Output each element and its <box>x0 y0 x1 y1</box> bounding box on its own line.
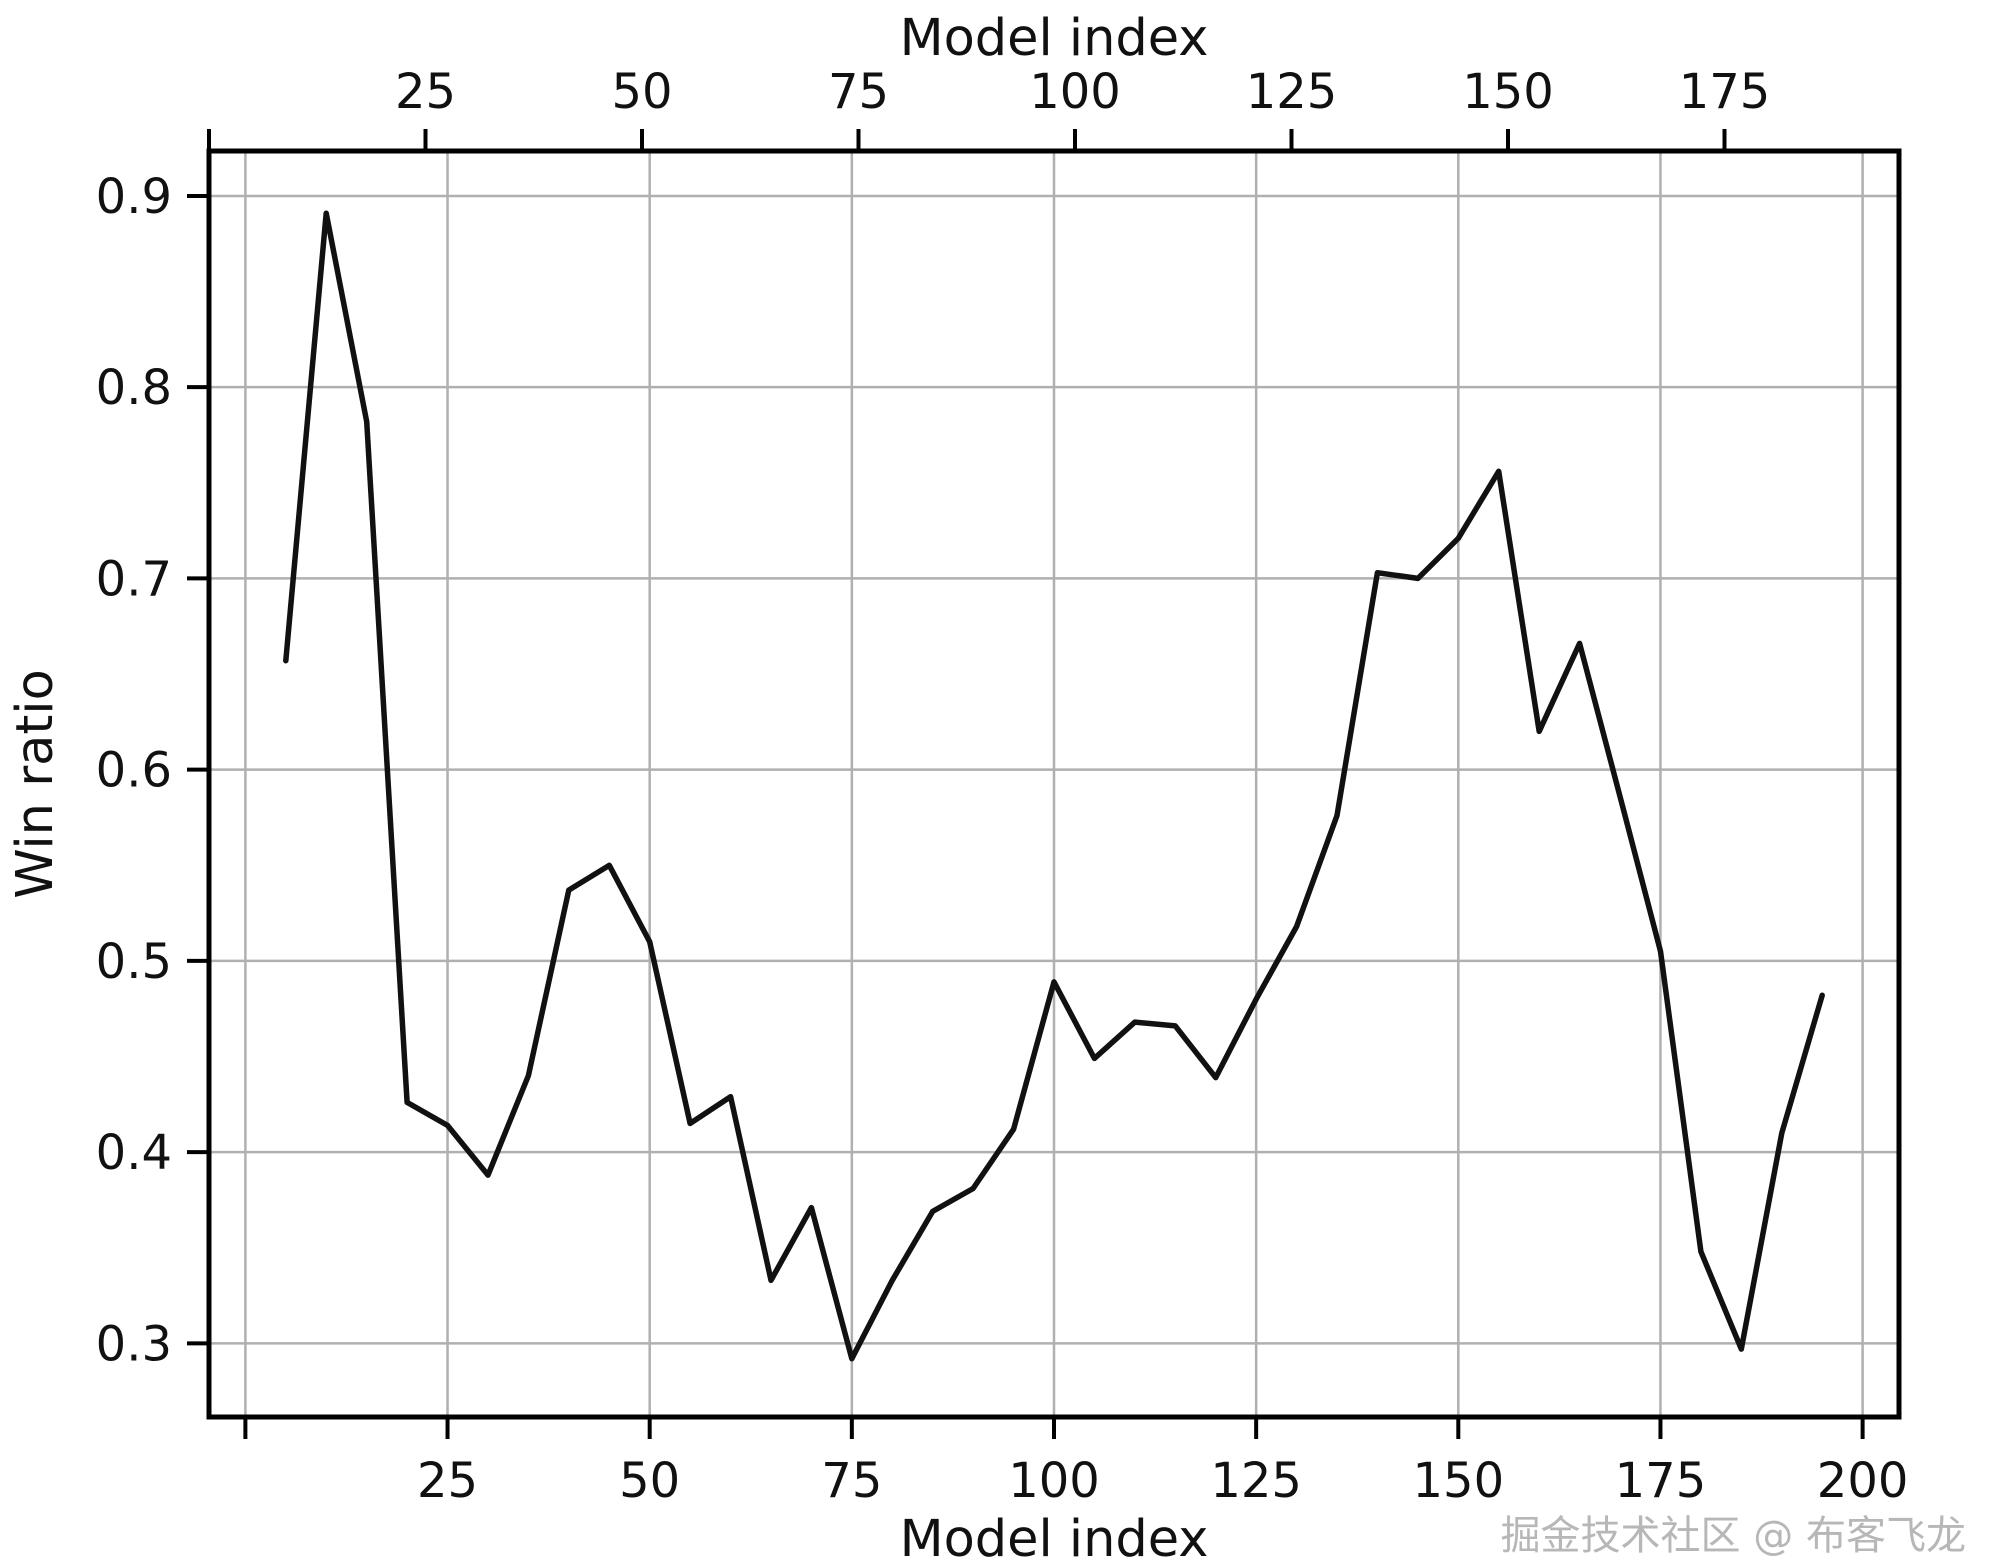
x-tick-label: 150 <box>1412 1453 1504 1509</box>
top-axis-label: Model index <box>900 9 1209 68</box>
x-top-tick-label: 75 <box>828 64 889 120</box>
x-tick-label: 175 <box>1615 1453 1707 1509</box>
y-tick-label: 0.9 <box>96 169 172 225</box>
x-top-tick-label: 25 <box>395 64 456 120</box>
x-top-tick-label: 125 <box>1246 64 1338 120</box>
y-tick-label: 0.5 <box>96 934 172 990</box>
bottom-axis-label: Model index <box>900 1510 1209 1568</box>
axis-ticks <box>187 129 1865 1439</box>
x-tick-label: 25 <box>417 1453 478 1509</box>
watermark: 掘金技术社区 @ 布客飞龙 <box>1501 1513 1966 1559</box>
y-tick-label: 0.6 <box>96 743 172 799</box>
x-top-tick-label: 50 <box>611 64 672 120</box>
y-tick-label: 0.4 <box>96 1125 172 1181</box>
y-axis-label: Win ratio <box>6 669 65 899</box>
x-top-tick-label: 175 <box>1679 64 1771 120</box>
y-tick-label: 0.8 <box>96 360 172 416</box>
x-tick-label: 50 <box>619 1453 680 1509</box>
win-ratio-line <box>283 210 1825 1362</box>
y-tick-label: 0.7 <box>96 551 172 607</box>
y-tick-label: 0.3 <box>96 1316 172 1372</box>
x-top-tick-label: 150 <box>1462 64 1554 120</box>
gridlines <box>209 151 1899 1417</box>
x-tick-label: 200 <box>1817 1453 1909 1509</box>
axis-tick-labels: 25 50 75 100 125 150 175 200 25 50 75 100 125 150 175 0… <box>96 64 1909 1509</box>
x-tick-label: 125 <box>1210 1453 1302 1509</box>
x-tick-label: 75 <box>821 1453 882 1509</box>
x-top-tick-label: 100 <box>1029 64 1121 120</box>
x-tick-label: 100 <box>1008 1453 1100 1509</box>
